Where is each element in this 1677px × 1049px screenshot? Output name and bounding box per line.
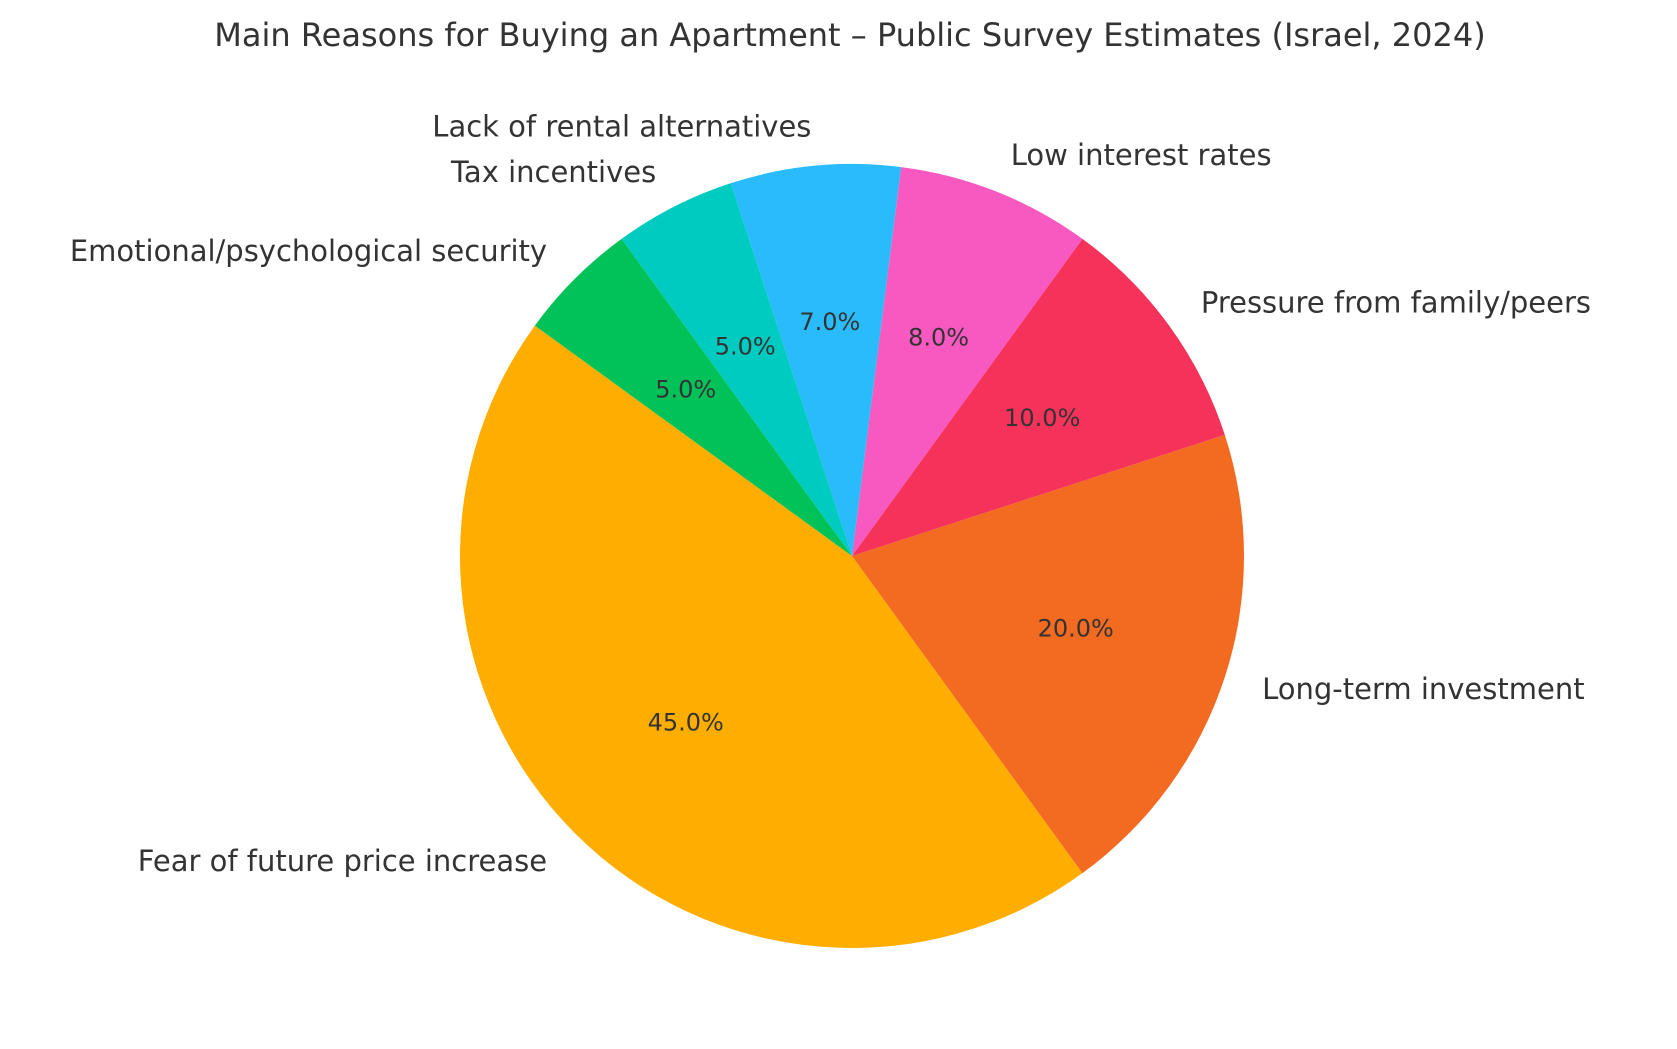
percent-labels: 45.0% 20.0% 10.0% 8.0% 7.0% 5.0% 5.0% — [648, 308, 1114, 736]
slice-label: Pressure from family/peers — [1201, 286, 1591, 320]
chart-title: Main Reasons for Buying an Apartment – P… — [214, 16, 1485, 54]
percent-label: 5.0% — [655, 376, 716, 404]
pie-slice-fear-of-future-price-increase — [460, 325, 1083, 949]
pie-slice-low-interest-rates — [852, 167, 1083, 556]
pie-slice-lack-of-rental-alternatives — [730, 164, 902, 557]
percent-label: 45.0% — [648, 708, 724, 736]
slice-label: Emotional/psychological security — [70, 234, 547, 268]
pie-slice-pressure-from-family-peers — [852, 238, 1225, 556]
slice-label: Fear of future price increase — [138, 844, 547, 878]
percent-label: 5.0% — [715, 332, 776, 360]
pie-slice-emotional-psychological-security — [534, 238, 852, 556]
percent-label: 8.0% — [908, 323, 969, 351]
slice-label: Lack of rental alternatives — [432, 110, 811, 144]
slice-label: Tax incentives — [450, 155, 656, 189]
slice-labels: Fear of future price increase Long-term i… — [70, 110, 1591, 878]
percent-label: 20.0% — [1038, 615, 1114, 643]
pie-slices — [460, 164, 1245, 949]
pie-slice-tax-incentives — [621, 183, 852, 556]
slice-label: Long-term investment — [1262, 672, 1585, 706]
pie-slice-long-term-investment — [852, 434, 1245, 874]
slice-label: Low interest rates — [1011, 138, 1272, 172]
percent-label: 10.0% — [1004, 404, 1080, 432]
percent-label: 7.0% — [799, 308, 860, 336]
